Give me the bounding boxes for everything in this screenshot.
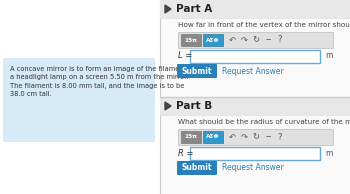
FancyBboxPatch shape	[181, 131, 201, 143]
FancyBboxPatch shape	[3, 58, 155, 142]
Text: ↷: ↷	[240, 36, 247, 44]
FancyBboxPatch shape	[177, 161, 217, 175]
Text: L =: L =	[178, 51, 192, 61]
FancyBboxPatch shape	[203, 34, 223, 46]
Bar	[160, 115, 350, 194]
Text: ‒: ‒	[265, 133, 271, 141]
Text: AΣΦ: AΣΦ	[206, 134, 220, 139]
Text: Request Answer: Request Answer	[222, 67, 284, 75]
Text: m: m	[325, 51, 332, 61]
Text: ↻: ↻	[252, 36, 259, 44]
Text: Submit: Submit	[182, 164, 212, 172]
Text: ↶: ↶	[229, 36, 236, 44]
FancyBboxPatch shape	[178, 32, 333, 48]
Text: R =: R =	[178, 148, 194, 158]
FancyBboxPatch shape	[190, 147, 320, 160]
Text: How far in front of the vertex of the mirror should the filament be placed?: How far in front of the vertex of the mi…	[178, 22, 350, 28]
Text: AΣΦ: AΣΦ	[206, 37, 220, 42]
Text: A concave mirror is to form an image of the filament of
a headlight lamp on a sc: A concave mirror is to form an image of …	[10, 66, 195, 98]
FancyBboxPatch shape	[177, 64, 217, 78]
FancyBboxPatch shape	[190, 50, 320, 63]
Polygon shape	[165, 102, 171, 110]
Bar	[160, 18, 350, 97]
Text: What should be the radius of curvature of the mirror?: What should be the radius of curvature o…	[178, 119, 350, 125]
Bar	[160, 97, 350, 115]
Text: 15π: 15π	[184, 37, 197, 42]
Text: m: m	[325, 148, 332, 158]
Text: ↻: ↻	[252, 133, 259, 141]
Text: 15π: 15π	[184, 134, 197, 139]
Text: ↷: ↷	[240, 133, 247, 141]
Bar	[0, 0, 160, 194]
Bar	[160, 0, 350, 18]
Text: Part B: Part B	[176, 101, 212, 111]
Text: ↶: ↶	[229, 133, 236, 141]
FancyBboxPatch shape	[178, 129, 333, 145]
FancyBboxPatch shape	[203, 131, 223, 143]
Text: Submit: Submit	[182, 67, 212, 75]
Text: Part A: Part A	[176, 4, 212, 14]
Text: ?: ?	[278, 36, 282, 44]
Text: Request Answer: Request Answer	[222, 164, 284, 172]
Text: ?: ?	[278, 133, 282, 141]
Text: ‒: ‒	[265, 36, 271, 44]
Polygon shape	[165, 5, 171, 13]
FancyBboxPatch shape	[181, 34, 201, 46]
